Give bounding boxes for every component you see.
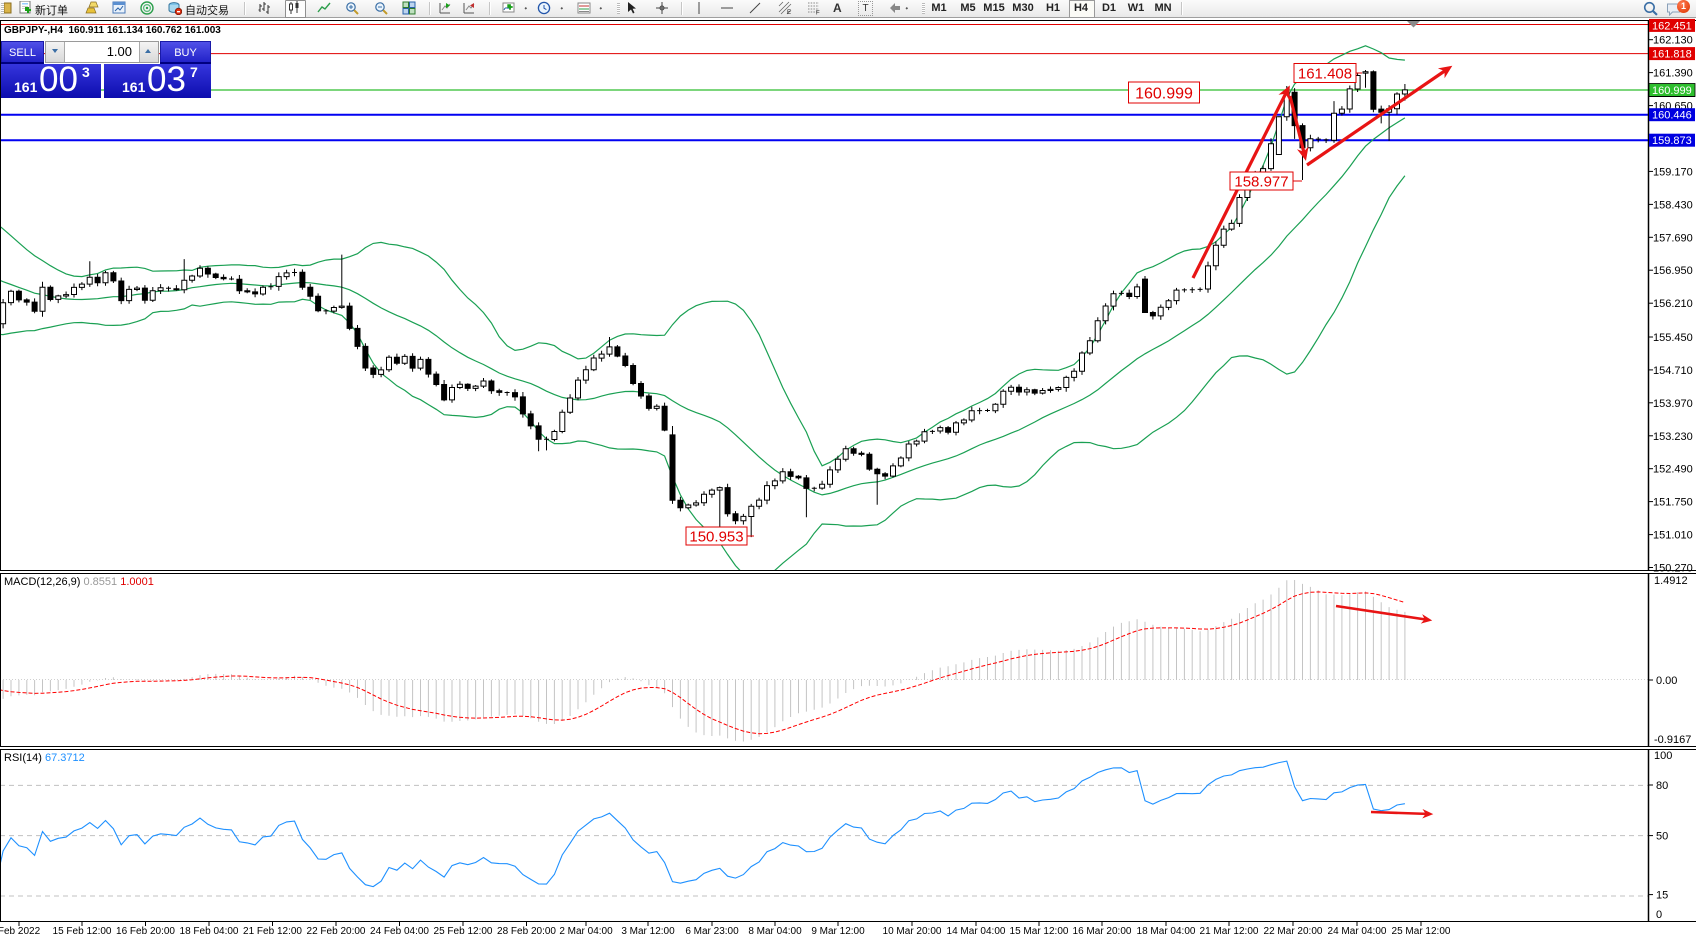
svg-text:18 Feb 04:00: 18 Feb 04:00 [180,926,239,937]
svg-text:155.450: 155.450 [1653,332,1693,344]
svg-text:162.451: 162.451 [1652,20,1692,32]
svg-text:160.446: 160.446 [1652,110,1692,122]
svg-text:24 Feb 04:00: 24 Feb 04:00 [370,926,429,937]
svg-text:156.950: 156.950 [1653,265,1693,277]
svg-text:GBPJPY-,H4 160.911 161.134 16: GBPJPY-,H4 160.911 161.134 160.762 161.0… [4,25,221,36]
svg-text:157.690: 157.690 [1653,232,1693,244]
svg-text:50: 50 [1656,831,1668,843]
svg-text:156.210: 156.210 [1653,298,1693,310]
svg-text:14 Mar 04:00: 14 Mar 04:00 [947,926,1006,937]
svg-text:158.977: 158.977 [1234,173,1288,190]
svg-text:25 Feb 12:00: 25 Feb 12:00 [434,926,493,937]
svg-text:80: 80 [1656,780,1668,792]
svg-text:158.430: 158.430 [1653,199,1693,211]
svg-text:16 Feb 20:00: 16 Feb 20:00 [116,926,175,937]
svg-text:160.999: 160.999 [1652,85,1692,97]
svg-text:152.490: 152.490 [1653,464,1693,476]
svg-text:E: E [787,10,791,15]
svg-text:1.4912: 1.4912 [1654,575,1688,587]
svg-text:154.710: 154.710 [1653,365,1693,377]
svg-text:Feb 2022: Feb 2022 [0,926,41,937]
svg-text:153.230: 153.230 [1653,431,1693,443]
svg-text:161.818: 161.818 [1652,49,1692,61]
svg-text:159.873: 159.873 [1652,135,1692,147]
svg-text:15 Mar 12:00: 15 Mar 12:00 [1010,926,1069,937]
svg-text:15 Feb 12:00: 15 Feb 12:00 [53,926,112,937]
svg-text:161.408: 161.408 [1298,65,1352,82]
svg-text:0.00: 0.00 [1656,675,1677,687]
svg-text:0: 0 [1656,909,1662,921]
svg-text:21 Feb 12:00: 21 Feb 12:00 [243,926,302,937]
svg-text:RSI(14) 67.3712: RSI(14) 67.3712 [4,752,85,764]
svg-text:18 Mar 04:00: 18 Mar 04:00 [1137,926,1196,937]
svg-text:150.270: 150.270 [1653,563,1693,575]
svg-text:159.170: 159.170 [1653,166,1693,178]
svg-text:3 Mar 12:00: 3 Mar 12:00 [621,926,675,937]
svg-text:MACD(12,26,9) 0.8551 1.0001: MACD(12,26,9) 0.8551 1.0001 [4,576,154,588]
svg-text:-0.9167: -0.9167 [1654,734,1691,746]
svg-text:153.970: 153.970 [1653,398,1693,410]
svg-text:100: 100 [1654,750,1672,762]
svg-text:151.010: 151.010 [1653,530,1693,542]
svg-text:25 Mar 12:00: 25 Mar 12:00 [1392,926,1451,937]
svg-text:10 Mar 20:00: 10 Mar 20:00 [883,926,942,937]
svg-text:2 Mar 04:00: 2 Mar 04:00 [559,926,613,937]
svg-text:15: 15 [1656,890,1668,902]
svg-text:22 Mar 20:00: 22 Mar 20:00 [1264,926,1323,937]
svg-text:8 Mar 04:00: 8 Mar 04:00 [748,926,802,937]
svg-text:28 Feb 20:00: 28 Feb 20:00 [497,926,556,937]
svg-text:151.750: 151.750 [1653,497,1693,509]
svg-text:24 Mar 04:00: 24 Mar 04:00 [1328,926,1387,937]
svg-text:150.953: 150.953 [689,528,743,545]
svg-text:160.999: 160.999 [1135,85,1193,102]
svg-text:6 Mar 23:00: 6 Mar 23:00 [685,926,739,937]
svg-text:22 Feb 20:00: 22 Feb 20:00 [307,926,366,937]
svg-text:162.130: 162.130 [1653,35,1693,47]
svg-text:16 Mar 20:00: 16 Mar 20:00 [1073,926,1132,937]
svg-text:21 Mar 12:00: 21 Mar 12:00 [1200,926,1259,937]
svg-text:F: F [816,11,820,16]
svg-text:161.390: 161.390 [1653,68,1693,80]
svg-text:9 Mar 12:00: 9 Mar 12:00 [811,926,865,937]
